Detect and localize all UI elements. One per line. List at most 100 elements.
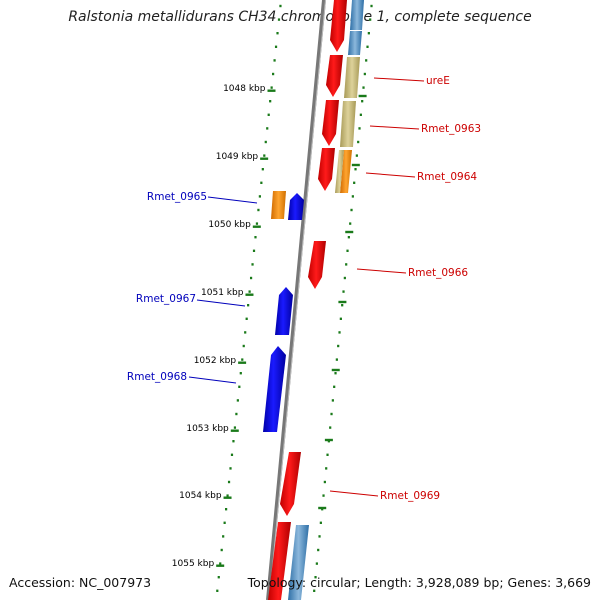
scale-tick-label: 1050 kbp [208,220,251,230]
track-dot [335,358,338,361]
track-dot [359,113,362,116]
chromosome-backbone [266,0,326,600]
gene-Rmet_0969 [280,452,301,516]
genome-summary-text: Topology: circular; Length: 3,928,089 bp… [247,575,591,590]
outer-major-tick [345,230,354,234]
track-dot [258,195,261,198]
track-dot [247,304,250,307]
gene-Rmet_0965 [288,193,304,220]
track-dot [277,18,281,21]
gene-label[interactable]: Rmet_0969 [380,490,440,502]
track-dot [260,181,263,184]
gene-label[interactable]: Rmet_0966 [408,267,468,279]
track-dot [341,304,344,307]
scale-tick-mark [216,564,225,567]
track-dot [333,385,336,388]
track-dot [315,562,318,565]
gene-fwd-bottom [268,522,291,600]
track-dot [318,535,321,538]
feature-tan-1 [344,57,360,98]
gene-label[interactable]: ureE [426,75,450,87]
track-dot [269,100,272,103]
track-dot [230,453,234,456]
gene-fwd-top [330,0,347,52]
track-dot [223,521,226,524]
track-dot [345,263,348,266]
track-dot [349,222,352,225]
track-dot [263,154,266,157]
gene-labels: ureE Rmet_0963 Rmet_0964 Rmet_0965 Rmet_0966… [127,75,481,502]
gene-label-leader [207,196,258,204]
track-dot [361,100,364,103]
feature-steel-top-b [348,31,362,55]
track-dot [249,276,253,280]
accession-text: Accession: NC_007973 [9,575,152,590]
gene-label[interactable]: Rmet_0964 [417,171,477,183]
scale-tick-mark [245,293,254,296]
track-dot [330,412,333,416]
track-dot [276,32,279,35]
track-dot [329,426,332,429]
track-dot [339,317,342,320]
gene-label[interactable]: Rmet_0963 [421,123,481,135]
forward-strand-genes [268,0,347,600]
track-dot [369,18,372,21]
track-dot [365,59,368,62]
gene-Rmet_0963 [322,100,339,146]
gene-label[interactable]: Rmet_0967 [136,293,196,305]
track-dot [354,168,357,171]
track-dot [267,113,270,116]
rna-orange-feature [271,191,286,219]
gene-label-leader [373,77,425,82]
scale-ticks: 1048 kbp 1049 kbp 1050 kbp 1051 kbp 1052 kbp… [172,84,276,569]
outer-major-tick [331,368,340,372]
chromosome-backbone-highlight [269,0,326,600]
scale-tick-mark [238,361,247,364]
gene-label-leader [365,172,416,178]
gene-Rmet_0968 [263,346,286,432]
track-dot [219,562,222,565]
track-dot [322,494,325,497]
gene-Rmet_0966 [308,241,326,289]
track-dot [313,589,316,592]
track-dot [239,372,242,375]
gene-Rmet_0964 [318,148,335,191]
gene-label-leader [196,299,246,307]
gene-label[interactable]: Rmet_0965 [147,191,207,203]
track-dot [366,45,369,48]
outer-feature-track [288,0,364,600]
track-dot [251,263,254,266]
track-dot [357,140,360,144]
track-dot [338,331,341,334]
track-dot [266,127,269,130]
track-dot [245,317,248,320]
track-dot [220,548,223,552]
track-dot [350,208,353,212]
scale-tick-mark [230,429,239,432]
track-dot [255,222,259,225]
gene-label[interactable]: Rmet_0968 [127,371,187,383]
scale-tick-mark [223,496,232,499]
scale-tick-label: 1051 kbp [201,288,244,298]
feature-steel-bottom [288,525,309,600]
track-dot [370,4,373,8]
gene-Rmet_0967 [275,287,293,335]
scale-tick-label: 1054 kbp [179,491,222,501]
track-dot [323,480,326,484]
track-dot [222,535,225,538]
track-dot [270,86,273,89]
scale-tick-mark [260,157,269,160]
reverse-strand-genes [263,191,304,432]
track-dot [248,290,251,293]
track-dot [367,32,370,35]
scale-tick-mark [267,89,276,92]
map-title: Ralstonia metallidurans CH34 chromosome … [68,9,532,25]
track-dot [337,344,340,348]
track-dot [319,521,322,524]
feature-steel-top [350,0,364,30]
track-dot [363,72,366,76]
outer-major-tick [338,300,347,304]
outer-tick-track [313,4,373,592]
track-dot [238,385,241,388]
track-dot [261,168,264,171]
